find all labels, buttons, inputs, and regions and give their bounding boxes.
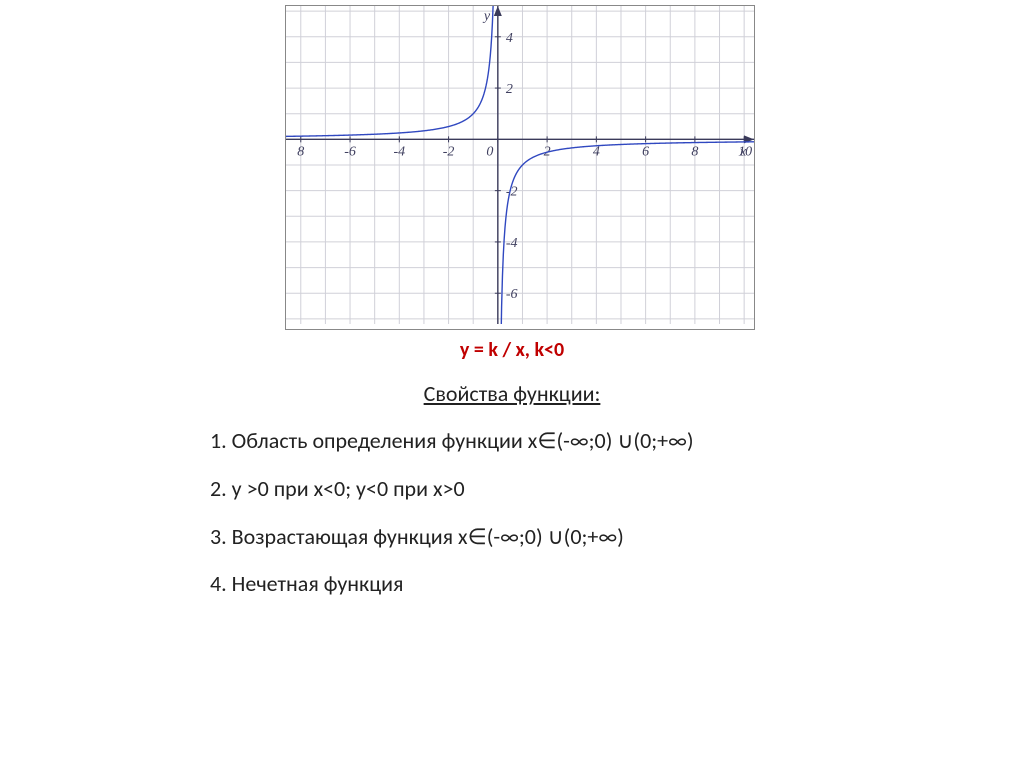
svg-text:x: x: [739, 144, 747, 159]
svg-text:6: 6: [642, 144, 649, 159]
svg-text:8: 8: [691, 144, 698, 159]
properties-heading: Свойства функции:: [0, 380, 1024, 407]
formula-text: y = k / x, k<0: [0, 338, 1024, 362]
property-item: 1. Область определения функции x∈(-∞;0) …: [210, 420, 694, 462]
property-item: 4. Нечетная функция: [210, 563, 694, 605]
svg-text:-2: -2: [443, 144, 455, 159]
svg-text:0: 0: [486, 144, 493, 159]
svg-text:-6: -6: [344, 144, 356, 159]
chart-svg: 8-6-4-2024681042-2-4-6xy: [286, 6, 754, 324]
property-item: 3. Возрастающая функция x∈(-∞;0) ∪(0;+∞): [210, 516, 694, 558]
svg-text:-4: -4: [506, 236, 518, 251]
property-item: 2. y >0 при x<0; y<0 при x>0: [210, 468, 694, 510]
svg-text:2: 2: [506, 82, 513, 97]
hyperbola-chart: 8-6-4-2024681042-2-4-6xy: [285, 5, 755, 330]
svg-text:y: y: [482, 9, 491, 24]
svg-text:4: 4: [506, 31, 513, 46]
properties-list: 1. Область определения функции x∈(-∞;0) …: [210, 420, 694, 611]
svg-text:-6: -6: [506, 287, 518, 302]
svg-text:-4: -4: [393, 144, 405, 159]
svg-text:8: 8: [297, 144, 304, 159]
